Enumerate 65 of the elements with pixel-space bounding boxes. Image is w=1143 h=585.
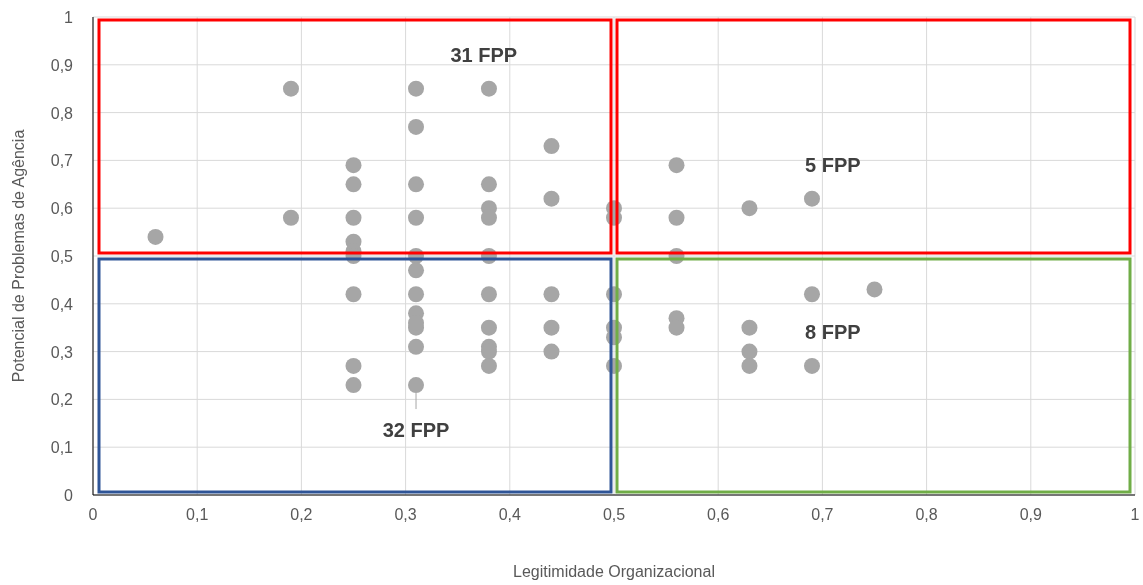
x-tick-label: 0,7	[811, 506, 834, 523]
point	[345, 176, 362, 193]
point	[741, 319, 758, 336]
x-tick-label: 0,8	[915, 506, 938, 523]
y-tick-label: 1	[64, 9, 74, 26]
point	[345, 357, 362, 374]
point	[147, 228, 164, 245]
y-tick-label: 0,1	[50, 439, 74, 457]
y-axis-title: Potencial de Problemas de Agência	[10, 129, 27, 383]
point	[741, 357, 758, 374]
point	[408, 262, 425, 279]
point	[345, 209, 362, 226]
point	[480, 319, 497, 336]
annotation: 8 FPP	[805, 321, 861, 344]
point	[803, 357, 820, 374]
point	[543, 138, 560, 155]
point	[282, 80, 299, 97]
y-tick-label: 0,7	[50, 152, 74, 170]
x-tick-label: 0,5	[602, 506, 626, 523]
point	[408, 286, 425, 303]
point	[408, 338, 425, 355]
x-axis-title: Legitimidade Organizacional	[513, 563, 715, 580]
y-tick-label: 0,3	[50, 343, 74, 361]
x-tick-label: 0,4	[498, 506, 522, 523]
point	[282, 209, 299, 226]
point	[741, 343, 758, 360]
y-tick-label: 0,9	[50, 56, 74, 74]
point	[543, 319, 560, 336]
point	[803, 286, 820, 303]
point	[345, 157, 362, 174]
point	[345, 377, 362, 394]
point	[408, 176, 425, 193]
point	[543, 190, 560, 207]
point	[408, 118, 425, 135]
y-tick-label: 0,6	[50, 200, 74, 218]
point	[741, 200, 758, 217]
y-tick-label: 0	[64, 487, 74, 504]
point	[866, 281, 883, 298]
point	[408, 209, 425, 226]
point	[480, 176, 497, 193]
y-tick-label: 0,4	[50, 295, 74, 313]
annotation: 5 FPP	[805, 154, 861, 177]
point	[668, 157, 685, 174]
x-tick-label: 0,3	[394, 506, 417, 523]
point	[408, 80, 425, 97]
x-tick-label: 0,6	[707, 506, 730, 523]
point	[543, 343, 560, 360]
point	[480, 80, 497, 97]
point	[480, 357, 497, 374]
point	[803, 190, 820, 207]
x-tick-label: 0,1	[186, 506, 209, 523]
x-tick-label: 0,9	[1019, 506, 1043, 523]
point	[668, 209, 685, 226]
x-tick-label: 1	[1130, 506, 1140, 523]
y-tick-label: 0,2	[50, 391, 74, 409]
point	[408, 377, 425, 394]
y-tick-label: 0,5	[50, 248, 74, 265]
y-tick-label: 0,8	[50, 104, 74, 122]
point	[345, 286, 362, 303]
x-tick-label: 0,2	[290, 506, 313, 523]
annotation: 31 FPP	[450, 44, 518, 67]
point	[480, 286, 497, 303]
x-tick-label: 0	[88, 506, 98, 523]
annotation: 32 FPP	[382, 419, 450, 442]
point	[543, 286, 560, 303]
